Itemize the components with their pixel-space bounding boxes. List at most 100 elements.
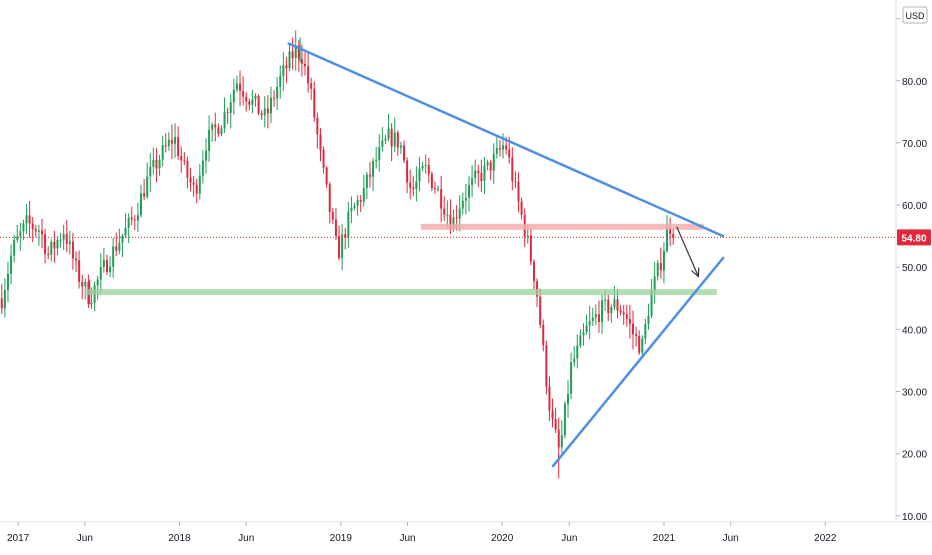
- candle: [81, 274, 84, 300]
- candle: [75, 251, 78, 272]
- candle-body: [390, 128, 393, 147]
- candle: [149, 153, 152, 192]
- candle-body: [557, 429, 560, 448]
- candle-body: [40, 230, 43, 235]
- candle: [16, 225, 19, 243]
- y-tick-label: 40.00: [902, 325, 927, 336]
- candle: [560, 420, 563, 454]
- candle-body: [412, 187, 415, 190]
- candle: [161, 135, 164, 167]
- candle-body: [96, 279, 99, 286]
- candle: [532, 259, 535, 290]
- candle: [492, 143, 495, 185]
- candle: [421, 161, 424, 172]
- candle: [282, 51, 285, 92]
- candle-body: [650, 291, 653, 316]
- candle: [174, 123, 177, 158]
- candle-body: [37, 230, 40, 232]
- candle: [471, 165, 474, 198]
- candle: [486, 159, 489, 171]
- candle-body: [511, 157, 514, 181]
- candle-body: [146, 176, 149, 197]
- candle-body: [480, 173, 483, 182]
- candle-body: [34, 229, 37, 232]
- candle-body: [158, 159, 161, 169]
- candle: [22, 219, 25, 241]
- candle-body: [251, 99, 254, 105]
- candle: [378, 134, 381, 172]
- candle: [517, 172, 520, 213]
- candle-body: [585, 325, 588, 333]
- candle-body: [467, 185, 470, 198]
- candle-body: [189, 177, 192, 183]
- candle: [440, 175, 443, 223]
- candle-body: [198, 175, 201, 194]
- candle: [384, 134, 387, 145]
- candle: [235, 75, 238, 93]
- candle-body: [115, 246, 118, 251]
- candle-body: [409, 182, 412, 188]
- candle: [331, 207, 334, 225]
- candle: [579, 329, 582, 348]
- candle-body: [288, 51, 291, 69]
- candle: [551, 398, 554, 428]
- candle: [279, 65, 282, 99]
- candle: [628, 304, 631, 339]
- candle-body: [498, 148, 501, 150]
- candle: [647, 303, 650, 330]
- candle: [353, 202, 356, 211]
- candle: [594, 304, 597, 326]
- candle: [189, 167, 192, 192]
- candle-body: [430, 174, 433, 189]
- candle-body: [334, 219, 337, 236]
- candle: [520, 197, 523, 220]
- candle: [140, 184, 143, 218]
- candle: [239, 70, 242, 107]
- candle: [102, 247, 105, 273]
- candle: [365, 172, 368, 200]
- x-tick-label: Jun: [238, 533, 254, 544]
- candle-body: [576, 345, 579, 359]
- candle-body: [440, 189, 443, 209]
- candle-body: [220, 128, 223, 135]
- candle: [310, 77, 313, 100]
- candle-body: [155, 159, 158, 169]
- candle-body: [10, 255, 13, 274]
- candle-body: [282, 65, 285, 76]
- candle-body: [610, 307, 613, 314]
- candle-body: [310, 83, 313, 89]
- candle-body: [143, 193, 146, 197]
- candle-body: [304, 63, 307, 67]
- candle: [37, 224, 40, 246]
- candle-body: [121, 235, 124, 243]
- candle: [220, 125, 223, 137]
- candle: [545, 340, 548, 395]
- candle: [489, 159, 492, 181]
- candle: [542, 319, 545, 352]
- candles: [0, 30, 675, 462]
- candle-body: [594, 314, 597, 318]
- candle-body: [214, 124, 217, 128]
- candle: [412, 176, 415, 197]
- candle-body: [300, 58, 303, 64]
- candle-body: [449, 214, 452, 230]
- resistance-trendline: [287, 42, 725, 238]
- candle: [325, 165, 328, 188]
- candle: [112, 237, 115, 278]
- candle-body: [229, 102, 232, 113]
- x-tick-label: Jun: [561, 533, 577, 544]
- candle-body: [313, 88, 316, 118]
- candle: [99, 253, 102, 294]
- x-tick-label: 2021: [653, 533, 676, 544]
- currency-label[interactable]: USD: [905, 11, 925, 21]
- support-trendline: [551, 256, 725, 468]
- candle-body: [276, 86, 279, 99]
- candle-body: [0, 298, 3, 309]
- candle: [93, 281, 96, 312]
- y-tick-label: 20.00: [902, 450, 927, 461]
- candle-body: [659, 262, 662, 271]
- candle-body: [192, 182, 195, 185]
- candle: [653, 261, 656, 304]
